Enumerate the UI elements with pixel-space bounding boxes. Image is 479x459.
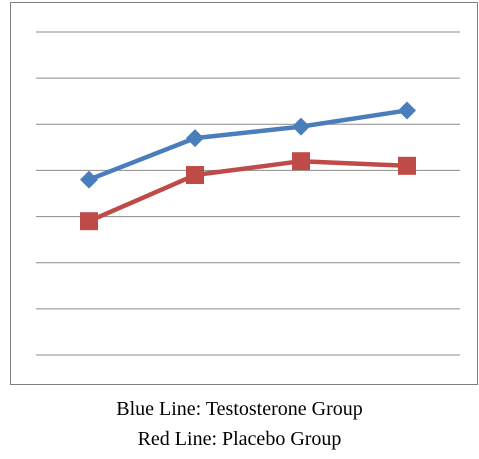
data-point-series-2 [186, 166, 204, 185]
series-line-1 [88, 108, 408, 182]
data-point-series-1 [186, 129, 204, 148]
chart-border [10, 2, 478, 385]
data-point-series-2 [80, 212, 98, 231]
series-line-2 [88, 158, 408, 224]
data-point-series-1 [292, 117, 310, 136]
data-point-series-1 [80, 170, 98, 189]
data-point-series-2 [398, 156, 416, 175]
line-chart-plot [10, 2, 478, 385]
caption-line-2: Red Line: Placebo Group [137, 428, 342, 450]
data-point-series-1 [398, 101, 416, 120]
series-group [80, 101, 416, 231]
chart [10, 2, 479, 386]
data-point-series-2 [292, 152, 310, 171]
caption-line-1: Blue Line: Testosterone Group [116, 398, 363, 420]
